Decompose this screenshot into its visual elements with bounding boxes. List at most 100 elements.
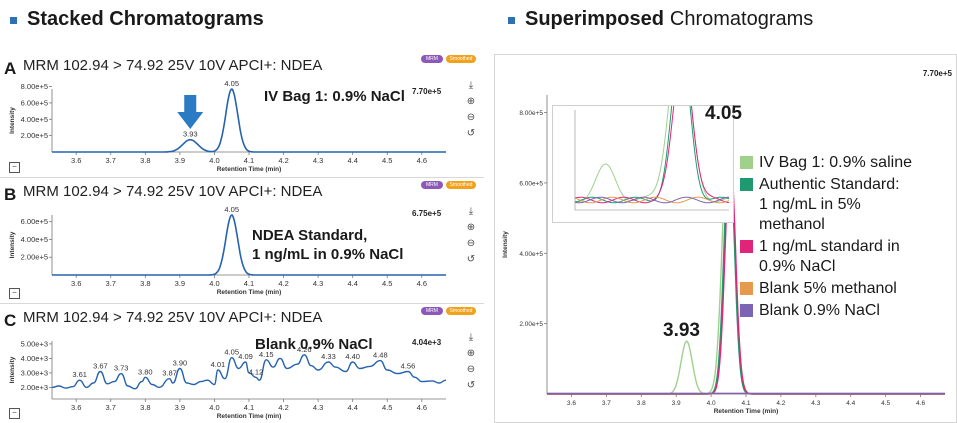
legend-swatch xyxy=(740,240,753,253)
x-tick-label: 4.0 xyxy=(209,403,219,412)
zoom-in-icon[interactable]: ⊕ xyxy=(466,96,476,107)
x-tick-label: 4.5 xyxy=(382,279,392,288)
x-tick-label: 4.0 xyxy=(707,400,716,407)
inset-series-line xyxy=(574,196,730,204)
chromatogram-trace xyxy=(52,214,446,276)
legend-label: Blank 5% methanol xyxy=(759,280,897,297)
zoom-in-icon[interactable]: ⊕ xyxy=(466,222,476,233)
expand-icon[interactable]: − xyxy=(9,288,20,299)
chromatogram-trace xyxy=(51,354,447,390)
panel-title: MRM 102.94 > 74.92 25V 10V APCI+: NDEA xyxy=(23,57,323,74)
expand-icon[interactable]: − xyxy=(9,408,20,419)
peak-label: 4.40 xyxy=(345,352,360,361)
superimposed-panel: 3.6 3.7 3.8 3.9 4.0 4.1 4.2 4.3 4.4 4.5 4.6 8.00e+5… xyxy=(494,54,957,423)
x-tick-label: 4.4 xyxy=(347,279,357,288)
bullet-icon xyxy=(508,17,515,24)
x-tick-label: 4.4 xyxy=(846,400,855,407)
peak-label: 4.15 xyxy=(259,350,274,359)
expand-icon[interactable]: − xyxy=(9,162,20,173)
y-tick-label: 2.00e+3 xyxy=(21,383,48,392)
x-tick-label: 4.1 xyxy=(244,279,254,288)
x-tick-label: 3.6 xyxy=(71,403,81,412)
peak-label: 4.05 xyxy=(224,79,239,88)
legend-item: 1 ng/mL standard in 0.9% NaCl xyxy=(740,237,956,277)
y-tick-label: 8.00e+5 xyxy=(519,110,543,117)
peak-label: 4.01 xyxy=(211,360,226,369)
x-tick-label: 4.0 xyxy=(209,279,219,288)
inset-series-line xyxy=(574,106,730,203)
download-icon[interactable]: ⤓ xyxy=(468,332,474,343)
panel-label: A xyxy=(4,59,17,78)
chromatogram-panel-b: 3.6 3.7 3.8 3.9 4.0 4.1 4.2 4.3 4.4 4.5 4.6 6.00e+5… xyxy=(0,178,484,304)
y-tick-label: 4.00e+5 xyxy=(21,235,48,244)
inset-plot xyxy=(574,106,730,211)
reset-icon[interactable]: ↺ xyxy=(466,254,476,265)
legend: IV Bag 1: 0.9% saline Authentic Standard:… xyxy=(740,153,956,323)
inset-series-line xyxy=(574,196,730,204)
download-icon[interactable]: ⤓ xyxy=(468,80,474,91)
reset-icon[interactable]: ↺ xyxy=(466,380,476,391)
x-axis-label: Retention Time (min) xyxy=(714,408,779,415)
chromatogram-panel-c: 3.6 3.7 3.8 3.9 4.0 4.1 4.2 4.3 4.4 4.5 4.6 5.00e+3… xyxy=(0,304,484,423)
x-tick-label: 4.2 xyxy=(278,403,288,412)
superimposed-heading: Superimposed Chromatograms xyxy=(508,8,813,31)
y-axis-label: Intensity xyxy=(9,231,16,258)
x-tick-label: 4.6 xyxy=(417,403,427,412)
y-tick-label: 4.00e+5 xyxy=(21,115,48,124)
y-tick-label: 2.00e+5 xyxy=(519,321,543,328)
superimposed-heading-rest: Chromatograms xyxy=(669,8,814,30)
y-tick-label: 3.00e+3 xyxy=(21,368,48,377)
x-tick-label: 3.7 xyxy=(602,400,611,407)
panel-title: MRM 102.94 > 74.92 25V 10V APCI+: NDEA xyxy=(23,309,323,326)
x-tick-label: 4.4 xyxy=(347,156,357,165)
legend-item: IV Bag 1: 0.9% saline xyxy=(740,153,956,173)
legend-label: Authentic Standard: 1 ng/mL in 5% methan… xyxy=(759,176,900,233)
peak-label: 3.67 xyxy=(93,361,108,370)
peak-label: 3.87 xyxy=(162,369,177,378)
zoom-out-icon[interactable]: ⊖ xyxy=(466,238,476,249)
legend-swatch xyxy=(740,178,753,191)
max-intensity-label: 7.70e+5 xyxy=(922,69,952,78)
y-tick-label: 4.00e+5 xyxy=(519,251,543,258)
y-tick-label: 2.00e+5 xyxy=(21,253,48,262)
x-tick-label: 3.9 xyxy=(175,279,185,288)
smoothed-badge: Smoothed xyxy=(446,181,476,189)
y-axis-label: Intensity xyxy=(502,231,509,258)
y-tick-label: 6.00e+5 xyxy=(21,217,48,226)
smoothed-badge: Smoothed xyxy=(446,307,476,315)
x-tick-label: 3.9 xyxy=(175,403,185,412)
legend-swatch xyxy=(740,282,753,295)
zoom-out-icon[interactable]: ⊖ xyxy=(466,112,476,123)
x-tick-label: 3.9 xyxy=(175,156,185,165)
chromatogram-a-plot: 3.6 3.7 3.8 3.9 4.0 4.1 4.2 4.3 4.4 4.5 4.6 8.00e+5… xyxy=(9,79,446,173)
peak-label: 3.93 xyxy=(183,130,198,139)
zoom-in-icon[interactable]: ⊕ xyxy=(466,348,476,359)
x-tick-label: 4.5 xyxy=(881,400,890,407)
x-tick-label: 4.2 xyxy=(278,279,288,288)
legend-swatch xyxy=(740,304,753,317)
panel-label: B xyxy=(4,185,17,204)
reset-icon[interactable]: ↺ xyxy=(466,128,476,139)
peak-label: 4.56 xyxy=(401,361,416,370)
legend-label: 1 ng/mL standard in 0.9% NaCl xyxy=(759,238,900,275)
mrm-badge: MRM xyxy=(421,55,443,63)
panel-title: MRM 102.94 > 74.92 25V 10V APCI+: NDEA xyxy=(23,183,323,200)
max-intensity-label: 6.75e+5 xyxy=(412,209,442,218)
peak-label: 4.26 xyxy=(297,345,312,354)
peak-label: 3.93 xyxy=(663,320,700,341)
inset-series-line xyxy=(574,106,730,204)
zoom-out-icon[interactable]: ⊖ xyxy=(466,364,476,375)
peak-label: 3.73 xyxy=(114,364,129,373)
peak-label: 4.05 xyxy=(224,205,239,214)
panel-label: C xyxy=(4,311,17,330)
chromatogram-trace xyxy=(52,88,446,153)
legend-item: Blank 0.9% NaCl xyxy=(740,301,956,321)
download-icon[interactable]: ⤓ xyxy=(468,206,474,217)
smoothed-badge: Smoothed xyxy=(446,55,476,63)
x-tick-label: 3.7 xyxy=(106,156,116,165)
x-tick-label: 4.6 xyxy=(916,400,925,407)
x-tick-label: 3.6 xyxy=(567,400,576,407)
superimposed-plot: 3.6 3.7 3.8 3.9 4.0 4.1 4.2 4.3 4.4 4.5 4.6 8.00e+5… xyxy=(502,95,945,415)
x-tick-label: 4.4 xyxy=(347,403,357,412)
x-tick-label: 4.1 xyxy=(244,156,254,165)
